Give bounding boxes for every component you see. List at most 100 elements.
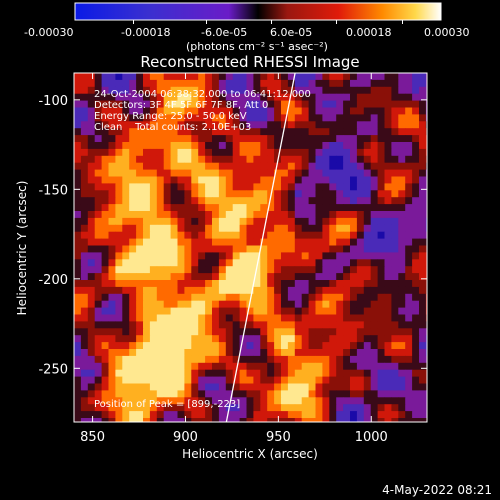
heatmap-cell <box>225 148 234 157</box>
heatmap-cell <box>170 224 178 233</box>
heatmap-cell <box>308 238 316 246</box>
heatmap-cell <box>170 245 178 253</box>
heatmap-cell <box>143 280 151 288</box>
heatmap-cell <box>225 349 234 357</box>
heatmap-cell <box>108 128 116 136</box>
heatmap-cell <box>336 397 344 405</box>
heatmap-cell <box>184 266 192 274</box>
heatmap-cell <box>94 142 102 150</box>
heatmap-cell <box>281 197 289 205</box>
heatmap-cell <box>205 231 213 239</box>
heatmap-cell <box>377 266 385 274</box>
heatmap-cell <box>101 211 109 219</box>
heatmap-cell <box>232 128 240 136</box>
heatmap-cell <box>80 217 89 226</box>
heatmap-cell <box>281 411 289 419</box>
heatmap-cell <box>322 349 330 357</box>
heatmap-cell <box>343 314 351 322</box>
heatmap-cell <box>412 293 420 302</box>
heatmap-cell <box>343 176 351 184</box>
heatmap-cell <box>170 100 178 108</box>
heatmap-cell <box>356 217 365 226</box>
heatmap-cell <box>287 328 296 336</box>
heatmap-cell <box>149 73 158 81</box>
heatmap-cell <box>205 224 213 233</box>
heatmap-cell <box>122 135 130 143</box>
heatmap-cell <box>122 369 130 377</box>
heatmap-cell <box>115 93 123 101</box>
heatmap-cell <box>177 280 185 288</box>
heatmap-cell <box>412 383 420 391</box>
heatmap-cell <box>239 411 247 419</box>
heatmap-cell <box>363 328 372 336</box>
heatmap-cell <box>281 204 289 212</box>
heatmap-cell <box>267 93 275 101</box>
heatmap-cell <box>370 128 378 136</box>
heatmap-cell <box>122 100 130 108</box>
heatmap-cell <box>343 114 351 122</box>
heatmap-cell <box>294 86 303 95</box>
heatmap-cell <box>115 176 123 184</box>
heatmap-cell <box>350 259 358 267</box>
heatmap-cell <box>108 300 116 308</box>
heatmap-cell <box>87 238 96 246</box>
heatmap-cell <box>212 224 220 233</box>
heatmap-cell <box>287 114 296 122</box>
heatmap-cell <box>232 86 240 95</box>
heatmap-cell <box>343 273 351 281</box>
heatmap-cell <box>156 217 165 226</box>
heatmap-cell <box>225 73 234 81</box>
heatmap-cell <box>384 335 392 343</box>
heatmap-cell <box>101 314 109 322</box>
heatmap-cell <box>225 369 234 377</box>
heatmap-cell <box>412 314 420 322</box>
heatmap-cell <box>391 280 399 288</box>
heatmap-cell <box>212 397 220 405</box>
heatmap-cell <box>177 418 185 422</box>
heatmap-cell <box>274 79 282 88</box>
heatmap-cell <box>156 328 165 336</box>
heatmap-cell <box>163 307 171 315</box>
heatmap-cell <box>370 231 378 239</box>
heatmap-cell <box>177 231 185 239</box>
heatmap-cell <box>336 197 344 205</box>
heatmap-cell <box>115 231 123 239</box>
heatmap-cell <box>74 135 82 143</box>
heatmap-cell <box>163 280 171 288</box>
heatmap-cell <box>425 321 427 329</box>
heatmap-cell <box>149 369 158 377</box>
heatmap-cell <box>239 148 247 157</box>
heatmap-cell <box>232 280 240 288</box>
heatmap-cell <box>294 100 303 108</box>
heatmap-cell <box>370 211 378 219</box>
heatmap-cell <box>115 245 123 253</box>
heatmap-cell <box>232 383 240 391</box>
heatmap-cell <box>287 107 296 115</box>
heatmap-cell <box>129 404 137 412</box>
heatmap-cell <box>101 217 109 226</box>
heatmap-cell <box>184 404 192 412</box>
heatmap-cell <box>329 259 337 267</box>
heatmap-cell <box>129 183 137 191</box>
heatmap-cell <box>274 190 282 198</box>
heatmap-cell <box>281 79 289 88</box>
heatmap-cell <box>80 176 89 184</box>
heatmap-cell <box>156 155 165 164</box>
heatmap-cell <box>425 383 427 391</box>
heatmap-cell <box>184 231 192 239</box>
heatmap-cell <box>412 224 420 233</box>
heatmap-cell <box>322 107 330 115</box>
heatmap-cell <box>253 273 261 281</box>
heatmap-cell <box>143 100 151 108</box>
heatmap-cell <box>398 321 406 329</box>
heatmap-cell <box>260 93 268 101</box>
heatmap-cell <box>115 383 123 391</box>
heatmap-cell <box>225 286 234 295</box>
heatmap-cell <box>336 155 344 164</box>
heatmap-cell <box>350 204 358 212</box>
heatmap-cell <box>74 238 82 246</box>
heatmap-cell <box>356 252 365 260</box>
heatmap-cell <box>267 259 275 267</box>
heatmap-cell <box>136 231 144 239</box>
heatmap-cell <box>315 273 323 281</box>
